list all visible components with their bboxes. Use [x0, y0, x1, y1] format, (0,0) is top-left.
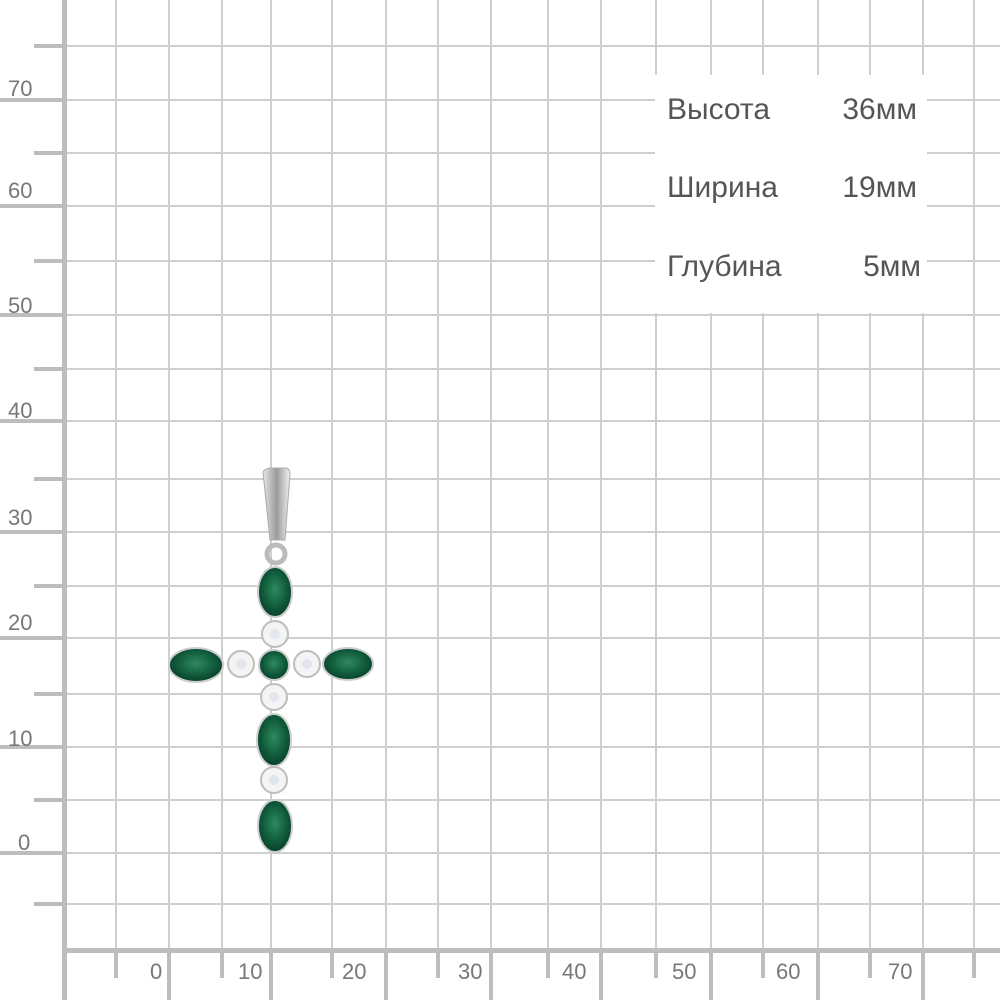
x-tick — [868, 950, 872, 978]
y-tick — [34, 44, 64, 48]
x-axis-label: 40 — [562, 959, 587, 984]
y-axis-label: 60 — [8, 178, 33, 203]
grid-line-vertical — [437, 0, 439, 950]
x-axis-label: 20 — [342, 959, 367, 984]
y-axis — [62, 0, 67, 1000]
spec-width: Ширина 19мм — [667, 171, 917, 205]
spec-value: 19мм — [842, 171, 917, 204]
grid-line-vertical — [331, 0, 333, 950]
y-tick — [34, 151, 64, 155]
y-tick — [34, 259, 64, 263]
x-tick — [489, 950, 493, 1000]
x-tick — [761, 950, 765, 978]
grid-line-vertical — [817, 0, 819, 950]
grid-line-vertical — [973, 0, 975, 950]
x-axis-label: 10 — [238, 959, 263, 984]
x-tick — [546, 950, 550, 978]
y-axis-label: 20 — [8, 610, 33, 635]
spec-value: 36мм — [842, 93, 917, 126]
x-axis-label: 70 — [888, 959, 913, 984]
x-tick — [167, 950, 171, 1000]
y-axis-label: 10 — [8, 726, 33, 751]
y-tick — [34, 902, 64, 906]
x-tick — [709, 950, 713, 1000]
y-tick — [34, 584, 64, 588]
y-axis-label: 0 — [18, 830, 31, 855]
y-tick — [0, 419, 64, 423]
cross-pendant-image — [168, 467, 374, 853]
grid-line-vertical — [115, 0, 117, 950]
x-axis-label: 0 — [150, 959, 163, 984]
diamonds — [227, 620, 321, 794]
x-tick — [114, 950, 118, 978]
grid-line-horizontal — [64, 420, 1000, 422]
grid-line-vertical — [922, 0, 924, 950]
x-axis-label: 50 — [672, 959, 697, 984]
grid-line-vertical — [655, 0, 657, 950]
x-tick — [220, 950, 224, 978]
grid-line-horizontal — [64, 637, 1000, 639]
grid-line-vertical — [490, 0, 492, 950]
y-axis-label: 40 — [8, 398, 33, 423]
grid-line-vertical — [221, 0, 223, 950]
y-axis-label: 30 — [8, 505, 33, 530]
spec-label: Ширина — [667, 171, 778, 204]
grid-line-horizontal — [64, 903, 1000, 905]
grid-line-horizontal — [64, 260, 1000, 262]
y-tick — [0, 530, 64, 534]
grid-line-horizontal — [64, 852, 1000, 854]
x-axis-label: 30 — [458, 959, 483, 984]
x-tick — [972, 950, 976, 978]
y-tick — [34, 692, 64, 696]
grid-line-vertical — [600, 0, 602, 950]
grid-line-horizontal — [64, 368, 1000, 370]
grid-line-horizontal — [64, 45, 1000, 47]
y-tick — [0, 851, 64, 855]
grid-line-horizontal — [64, 99, 1000, 101]
y-tick — [34, 477, 64, 481]
x-tick — [921, 950, 925, 1000]
y-tick — [0, 98, 64, 102]
grid-line-horizontal — [64, 746, 1000, 748]
x-tick — [269, 950, 273, 1000]
y-tick — [0, 313, 64, 317]
x-tick — [436, 950, 440, 978]
y-tick — [0, 745, 64, 749]
grid-line-vertical — [385, 0, 387, 950]
grid-line-vertical — [762, 0, 764, 950]
gemstones — [168, 566, 374, 853]
grid-line-vertical — [869, 0, 871, 950]
x-axis-label: 60 — [776, 959, 801, 984]
y-tick — [0, 204, 64, 208]
grid-line-vertical — [547, 0, 549, 950]
x-tick — [816, 950, 820, 1000]
spec-height: Высота 36мм — [667, 93, 917, 127]
grid-line-vertical — [710, 0, 712, 950]
grid-line-horizontal — [64, 585, 1000, 587]
spec-value: 5мм — [863, 250, 921, 283]
spec-label: Высота — [667, 93, 771, 126]
grid-line-vertical — [168, 0, 170, 950]
y-tick — [34, 798, 64, 802]
grid-line-horizontal — [64, 799, 1000, 801]
grid-line-horizontal — [64, 531, 1000, 533]
y-axis-label: 50 — [8, 293, 33, 318]
y-tick — [34, 367, 64, 371]
grid-line-horizontal — [64, 478, 1000, 480]
spec-label: Глубина — [667, 250, 782, 283]
grid-line-horizontal — [64, 205, 1000, 207]
x-axis — [62, 948, 1000, 953]
grid-line-horizontal — [64, 693, 1000, 695]
y-tick — [0, 636, 64, 640]
dimensions-panel: Высота 36мм Ширина 19мм Глубина 5мм — [655, 75, 927, 313]
x-tick — [599, 950, 603, 1000]
x-tick — [330, 950, 334, 978]
grid-line-horizontal — [64, 152, 1000, 154]
x-tick — [384, 950, 388, 1000]
grid-line-horizontal — [64, 314, 1000, 316]
y-axis-label: 70 — [8, 76, 33, 101]
x-tick — [654, 950, 658, 978]
spec-depth: Глубина 5мм — [667, 250, 921, 284]
